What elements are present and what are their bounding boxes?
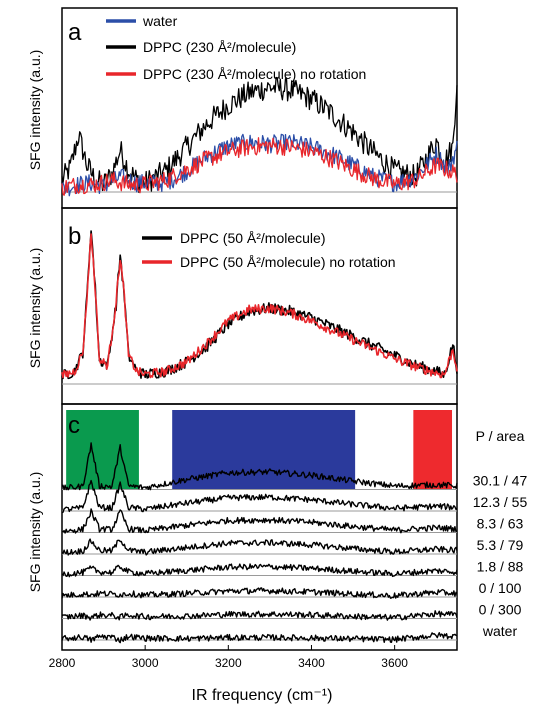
y-axis-title-c: SFG intensity (a.u.) (27, 472, 43, 593)
y-axis-title-a: SFG intensity (a.u.) (27, 50, 43, 171)
legend-a-label-dppc230-norot: DPPC (230 Å²/molecule) no rotation (143, 66, 366, 82)
trace-7 (61, 632, 457, 644)
panel-b-plot (61, 230, 458, 385)
panel-label-b: b (68, 223, 81, 250)
column-header-p-area: P / area (476, 428, 525, 444)
trace-label-2: 8.3 / 63 (477, 516, 524, 532)
trace-1 (62, 479, 458, 513)
panel-a-plot (61, 76, 458, 197)
trace-label-6: 0 / 300 (479, 602, 522, 618)
trace-label-4: 1.8 / 88 (477, 559, 524, 575)
trace-2 (61, 508, 458, 534)
panel-c-frame (61, 403, 458, 651)
trace-5 (61, 587, 458, 599)
band-band_blue (172, 410, 356, 490)
trace-label-3: 5.3 / 79 (477, 537, 524, 553)
trace-6 (61, 610, 458, 621)
legend-b-label-dppc50-norot: DPPC (50 Å²/molecule) no rotation (180, 254, 396, 270)
series-line-b-red (61, 233, 458, 379)
panel-label-c: c (68, 412, 80, 439)
trace-label-1: 12.3 / 55 (473, 494, 528, 510)
panel-a-frame (61, 7, 458, 209)
legend-b-label-dppc50: DPPC (50 Å²/molecule) (180, 230, 326, 246)
trace-4 (61, 563, 458, 578)
trace-label-7: water (482, 623, 518, 639)
y-axis-title-b: SFG intensity (a.u.) (27, 248, 43, 369)
series-line-a-red (61, 137, 458, 196)
x-axis-title: IR frequency (cm⁻¹) (192, 687, 333, 704)
series-line-a-black (61, 76, 458, 193)
frequency-bands (66, 410, 453, 490)
trace-label-0: 30.1 / 47 (473, 473, 528, 489)
band-band_red (413, 410, 453, 490)
trace-0 (61, 442, 458, 491)
x-tick-label: 3200 (215, 656, 242, 670)
x-tick-label: 3600 (381, 656, 408, 670)
trace-label-5: 0 / 100 (479, 580, 522, 596)
panel-c-plot (61, 442, 458, 644)
legend-a-label-water: water (142, 13, 178, 29)
x-tick-label: 3400 (298, 656, 325, 670)
x-tick-label: 2800 (49, 656, 76, 670)
panel-label-a: a (68, 19, 82, 46)
panel-c-trace-labels: 30.1 / 47 12.3 / 55 8.3 / 63 5.3 / 79 1.8 / … (473, 473, 528, 640)
x-tick-label: 3000 (132, 656, 159, 670)
trace-3 (61, 538, 458, 556)
x-axis-ticks: 2800 3000 3200 3400 3600 (49, 645, 408, 670)
legend-a-label-dppc230: DPPC (230 Å²/molecule) (143, 39, 296, 55)
